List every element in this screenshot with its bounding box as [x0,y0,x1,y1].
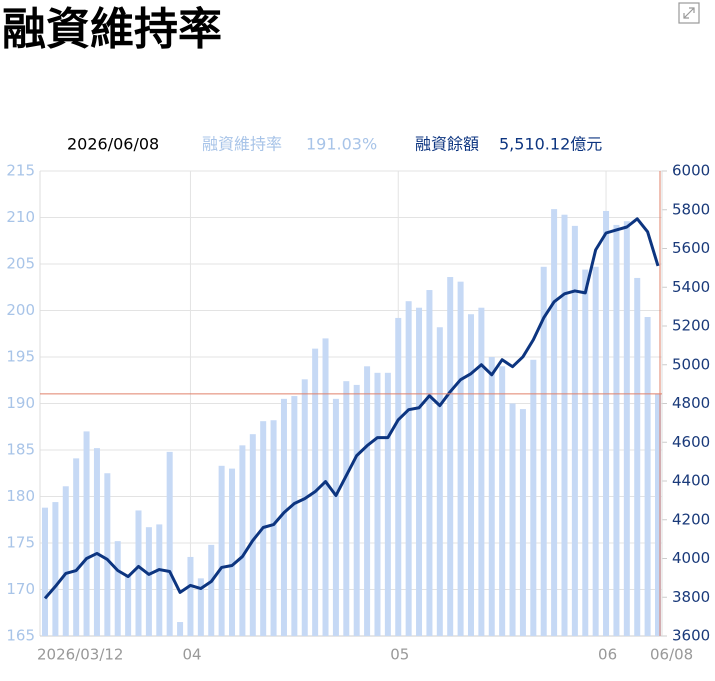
y-tick-label: 210 [6,208,35,226]
bar [229,468,236,636]
bar [467,314,474,636]
bar [561,214,568,636]
y2-tick-label: 4400 [672,472,710,490]
y-tick-label: 165 [6,627,35,645]
bar [395,317,402,636]
bar [270,420,277,636]
bar [623,221,630,636]
bar [540,266,547,636]
bar [42,507,48,636]
bar [478,307,485,636]
bar [655,393,661,636]
readout-value: 191.03% [306,135,377,154]
y-tick-label: 190 [6,394,35,412]
bar [436,327,443,636]
line [43,217,660,600]
bar [644,317,651,636]
bar [488,357,495,636]
bar [197,578,204,636]
y2-tick-label: 4600 [672,433,710,451]
y2-tick-label: 5000 [672,355,710,373]
bar [519,409,526,636]
y-tick-label: 170 [6,580,35,598]
y2-tick-label: 4800 [672,394,710,412]
bar [384,372,391,636]
bar [177,622,184,636]
bar [364,366,371,636]
bar [447,277,454,636]
bar [135,510,142,636]
bar [187,556,194,636]
bar [457,281,464,636]
readout-date: 2026/06/08 [67,135,159,154]
bar [499,366,506,636]
readout-name: 融資餘額 [415,135,479,154]
readout-value: 5,510.12億元 [499,135,602,154]
bar [145,527,152,636]
bar [613,224,620,636]
chart-title: 融資維持率 [2,4,222,55]
bar [156,524,163,636]
bar [291,396,298,636]
y2-tick-label: 4000 [672,549,710,567]
bar [125,574,132,636]
y2-tick-label: 3600 [672,627,710,645]
y-tick-label: 200 [6,301,35,319]
y2-tick-label: 5200 [672,317,710,335]
expand-arrow[interactable] [683,7,695,19]
bar [73,458,80,636]
bar [416,307,423,636]
y2-tick-label: 3800 [672,588,710,606]
x-tick-label: 04 [182,646,201,664]
y2-tick-label: 5800 [672,200,710,218]
y2-tick-label: 6000 [672,162,710,180]
bar [301,379,308,636]
bar [374,372,381,636]
y-tick-label: 180 [6,487,35,505]
bar [509,403,516,636]
bar [249,434,256,636]
bar [551,209,558,636]
bar [218,465,225,636]
y-tick-label: 175 [6,534,35,552]
x-tick-label: 05 [390,646,409,664]
bar [530,359,537,636]
bar [280,398,287,636]
bar [603,210,610,637]
y-tick-label: 205 [6,255,35,273]
bar [208,544,215,636]
y2-tick-label: 5400 [672,278,710,296]
bar [571,225,578,636]
y-tick-label: 195 [6,348,35,366]
bar [332,398,339,636]
readout-name: 融資維持率 [202,135,282,154]
bar [83,431,90,636]
bar [93,448,100,636]
bar [114,541,121,636]
bar [322,338,329,636]
bar [166,451,173,636]
bar [62,486,69,636]
expand-icon[interactable] [678,2,700,24]
y-tick-label: 185 [6,441,35,459]
x-tick-label: 2026/03/12 [37,646,123,664]
y2-tick-label: 5600 [672,239,710,257]
y2-tick-label: 4200 [672,510,710,528]
bar [52,502,59,636]
x-tick-label: 06 [598,646,617,664]
bar [343,381,350,636]
bar [582,269,589,636]
bar [239,445,246,636]
x-tick-label: 06/08 [650,646,693,664]
expand-box[interactable] [678,2,700,24]
bar [353,384,360,636]
bar [104,473,111,636]
bar [405,301,412,636]
bar [426,290,433,636]
bar [634,277,641,636]
y-tick-label: 215 [6,162,35,180]
bar [592,266,599,636]
